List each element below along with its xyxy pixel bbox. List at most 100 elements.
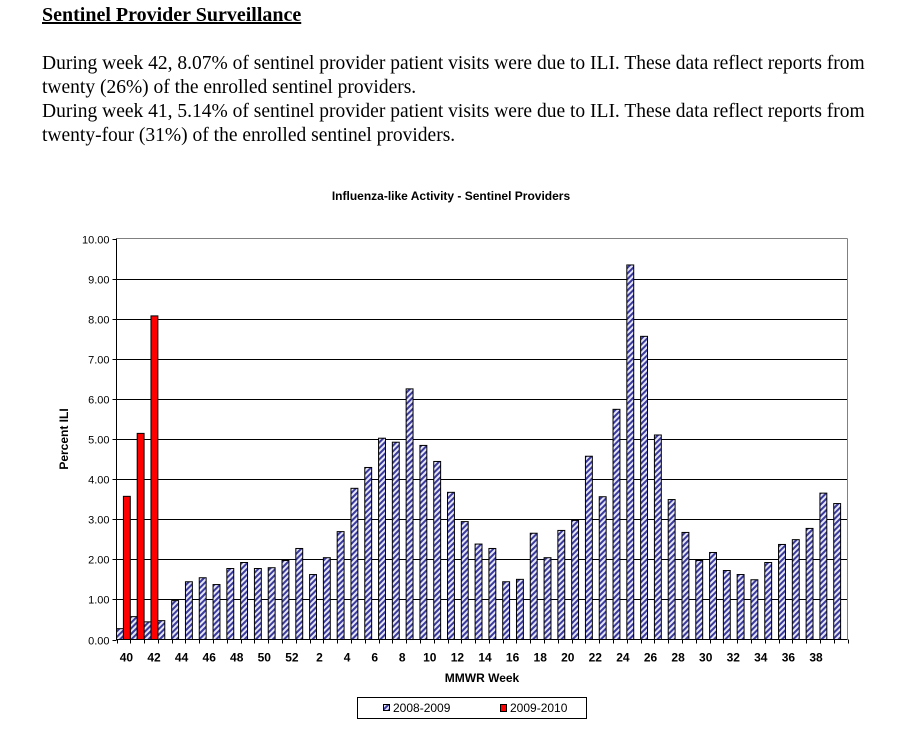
y-axis-label: Percent ILI xyxy=(57,408,71,469)
x-tick-label: 48 xyxy=(230,651,244,665)
x-tick-label: 50 xyxy=(258,651,272,665)
summary-paragraph-week-41: During week 41, 5.14% of sentinel provid… xyxy=(42,101,865,146)
legend-swatch-2008-2009 xyxy=(383,704,390,711)
y-tick-label: 6.00 xyxy=(88,395,109,407)
bar-2008-2009-week-43 xyxy=(157,620,166,641)
bar-2008-2009-week-21 xyxy=(571,519,580,641)
bar-2008-2009-week-49 xyxy=(240,562,249,641)
bar-2009-2010-week-40 xyxy=(122,495,131,640)
bar-2008-2009-week-2 xyxy=(309,574,317,640)
bar-2008-2009-week-22 xyxy=(584,455,593,640)
bar-2008-2009-week-12 xyxy=(447,491,455,640)
x-tick-label: 36 xyxy=(782,651,796,665)
x-tick-label: 32 xyxy=(727,651,741,665)
bar-2008-2009-week-34 xyxy=(750,579,759,640)
x-tick-label: 34 xyxy=(754,651,768,665)
bar-2008-2009-week-52 xyxy=(281,560,290,640)
legend-swatch-2009-2010 xyxy=(500,704,507,712)
bar-2008-2009-week-45 xyxy=(184,581,193,641)
bar-2008-2009-week-41 xyxy=(129,616,138,641)
legend-label-2009-2010: 2009-2010 xyxy=(510,701,568,715)
bar-2009-2010-week-42 xyxy=(150,315,159,640)
bar-2008-2009-week-20 xyxy=(557,529,566,640)
bar-2008-2009-week-4 xyxy=(336,531,345,641)
bar-2008-2009-week-39 xyxy=(819,492,828,640)
bar-2008-2009-week-37 xyxy=(791,539,800,641)
x-tick-label: 18 xyxy=(534,651,548,665)
bar-2008-2009-week-36 xyxy=(778,543,786,641)
x-tick-label: 46 xyxy=(203,651,217,665)
x-tick-label: 30 xyxy=(699,651,713,665)
bar-2008-2009-week-40 xyxy=(833,503,842,640)
bar-2008-2009-week-7 xyxy=(378,437,386,641)
bar-2008-2009-week-17 xyxy=(515,578,524,640)
bar-2008-2009-week-24 xyxy=(612,408,621,640)
bar-2008-2009-week-50 xyxy=(253,568,262,641)
bar-2008-2009-week-15 xyxy=(488,547,497,640)
bar-2008-2009-week-26 xyxy=(640,335,649,640)
bar-2008-2009-week-32 xyxy=(722,570,731,641)
x-tick-label: 44 xyxy=(175,651,189,665)
x-tick-label: 8 xyxy=(399,651,406,665)
x-tick-label: 4 xyxy=(344,651,351,665)
bar-2009-2010-week-41 xyxy=(136,432,145,641)
y-tick-label: 0.00 xyxy=(88,636,109,648)
bar-2008-2009-week-33 xyxy=(736,574,745,640)
bars xyxy=(116,264,842,641)
x-tick-label: 2 xyxy=(316,651,323,665)
chart-title: Influenza-like Activity - Sentinel Provi… xyxy=(332,189,571,203)
bar-2008-2009-week-6 xyxy=(364,466,373,640)
bar-2008-2009-week-46 xyxy=(198,577,207,640)
x-axis-label: MMWR Week xyxy=(445,671,520,685)
x-tick-label: 52 xyxy=(285,651,299,665)
x-tick-label: 16 xyxy=(506,651,520,665)
bar-2008-2009-week-16 xyxy=(502,581,511,641)
x-tick-label: 22 xyxy=(589,651,603,665)
legend-label-2008-2009: 2008-2009 xyxy=(393,701,451,715)
bar-2008-2009-week-47 xyxy=(212,584,221,640)
bar-2008-2009-week-9 xyxy=(405,388,414,641)
bar-2008-2009-week-3 xyxy=(322,557,331,641)
bar-2008-2009-week-18 xyxy=(529,532,538,640)
y-tick-label: 10.00 xyxy=(82,235,110,247)
x-tick-label: 40 xyxy=(120,651,134,665)
bar-2008-2009-week-19 xyxy=(543,557,552,641)
x-axis-ticks: 40 42 44 46 48 50 52 2 4 6 8 10 12 14 16 18 20 22 24 26 28 30… xyxy=(117,639,849,665)
bar-2008-2009-week-48 xyxy=(226,568,235,641)
legend-box xyxy=(357,697,587,719)
bar-2008-2009-week-11 xyxy=(433,460,442,640)
y-tick-label: 3.00 xyxy=(88,515,109,527)
bar-2008-2009-week-8 xyxy=(391,441,400,640)
y-tick-label: 8.00 xyxy=(88,315,109,327)
x-tick-label: 26 xyxy=(644,651,658,665)
bar-2008-2009-week-23 xyxy=(598,496,607,640)
x-tick-label: 28 xyxy=(671,651,685,665)
summary-text: During week 42, 8.07% of sentinel provid… xyxy=(42,52,902,148)
x-tick-label: 12 xyxy=(451,651,465,665)
bar-2008-2009-week-31 xyxy=(709,551,717,640)
bar-2008-2009-week-35 xyxy=(764,562,773,641)
bar-2008-2009-week-51 xyxy=(267,567,276,640)
legend: 2008-2009 2009-2010 xyxy=(357,697,587,719)
x-tick-label: 10 xyxy=(423,651,437,665)
x-tick-label: 38 xyxy=(809,651,823,665)
bar-2008-2009-week-5 xyxy=(350,487,359,640)
bar-2008-2009-week-38 xyxy=(805,527,814,640)
bar-2008-2009-week-40 xyxy=(116,628,124,640)
bar-2008-2009-week-28 xyxy=(667,499,676,640)
x-tick-label: 20 xyxy=(561,651,575,665)
bar-2008-2009-week-10 xyxy=(419,444,428,641)
bar-2008-2009-week-25 xyxy=(626,264,635,640)
bar-2008-2009-week-13 xyxy=(460,521,469,640)
bar-2008-2009-week-27 xyxy=(653,434,662,640)
bar-2008-2009-week-44 xyxy=(171,600,180,640)
y-tick-label: 4.00 xyxy=(88,475,109,487)
x-tick-label: 24 xyxy=(616,651,630,665)
y-tick-label: 5.00 xyxy=(88,435,109,447)
bar-2008-2009-week-42 xyxy=(143,621,152,640)
y-tick-label: 7.00 xyxy=(88,355,109,367)
bar-2008-2009-week-30 xyxy=(695,560,704,640)
summary-paragraph-week-42: During week 42, 8.07% of sentinel provid… xyxy=(42,53,865,98)
section-heading: Sentinel Provider Surveillance xyxy=(42,4,302,26)
